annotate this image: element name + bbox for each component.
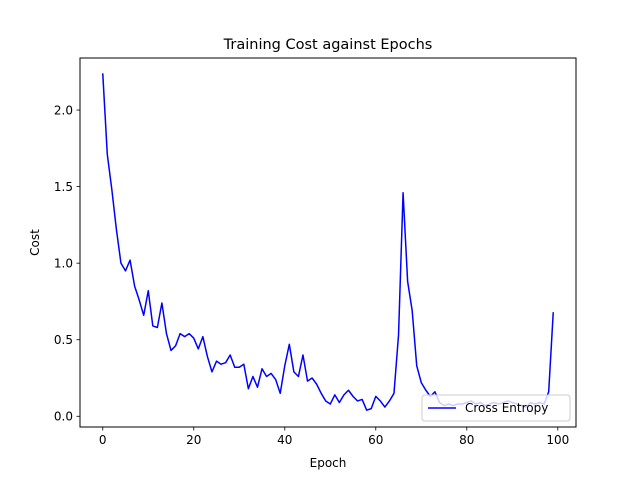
- x-tick-label: 20: [186, 433, 201, 447]
- y-axis-ticks: 0.0 0.5 1.0 1.5 2.0: [54, 103, 80, 424]
- x-tick-label: 40: [277, 433, 292, 447]
- chart-title: Training Cost against Epochs: [223, 37, 433, 53]
- x-tick-label: 60: [368, 433, 383, 447]
- plot-frame: [79, 57, 577, 428]
- plot-area: [79, 57, 577, 428]
- y-tick-label: 0.0: [54, 410, 73, 424]
- y-tick-label: 0.5: [54, 333, 73, 347]
- y-tick-label: 1.5: [54, 180, 73, 194]
- y-axis-label: Cost: [28, 229, 42, 256]
- x-axis-label: Epoch: [310, 456, 347, 470]
- y-tick-label: 1.0: [54, 256, 73, 270]
- legend-box: [421, 394, 571, 422]
- x-axis-ticks: 0 20 40 60 80 100: [99, 427, 569, 447]
- y-tick-label: 2.0: [54, 103, 73, 117]
- x-tick-label: 100: [546, 433, 569, 447]
- x-tick-label: 0: [99, 433, 107, 447]
- plot-background: [80, 58, 576, 427]
- legend-label-cross-entropy: Cross Entropy: [465, 401, 548, 415]
- x-tick-label: 80: [459, 433, 474, 447]
- legend: Cross Entropy: [421, 394, 571, 422]
